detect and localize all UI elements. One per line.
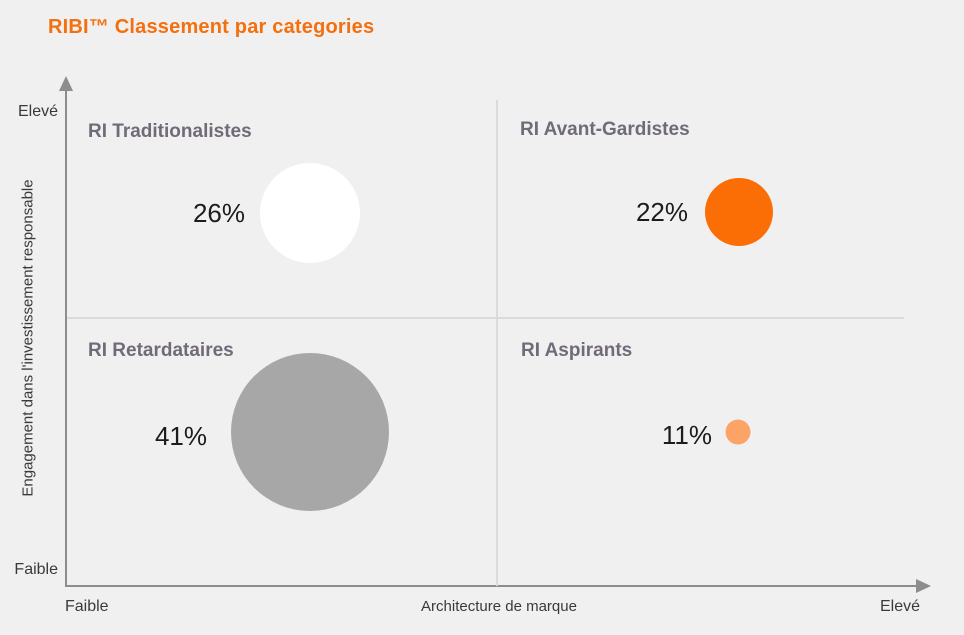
quadrant-label-aspirants: RI Aspirants [521,340,633,361]
chart-title: RIBI™ Classement par categories [48,16,375,38]
x-axis-high-label: Elevé [879,598,920,615]
quadrant-label-retardataires: RI Retardataires [88,340,234,361]
value-label-traditionalistes: 26% [192,198,245,228]
bubble-avant-gardistes [705,178,773,246]
value-label-avant-gardistes: 22% [635,197,688,227]
quadrant-label-avant-gardistes: RI Avant-Gardistes [520,119,690,140]
y-axis-high-label: Elevé [17,103,58,120]
y-axis-arrow-up-icon [59,76,73,91]
x-axis-line [65,585,918,587]
bubble-retardataires [231,353,389,511]
y-axis-title: Engagement dans l'investissement respons… [19,179,37,497]
quadrant-divider-vertical [496,100,498,586]
quadrant-label-traditionalistes: RI Traditionalistes [88,121,252,142]
bubble-traditionalistes [260,163,360,263]
y-axis-line [65,90,67,587]
x-axis-title: Architecture de marque [421,598,577,615]
value-label-retardataires: 41% [154,421,207,451]
y-axis-low-label: Faible [14,561,58,578]
quadrant-divider-horizontal [67,317,904,319]
x-axis-arrow-right-icon [916,579,931,593]
bubble-aspirants [725,419,751,445]
value-label-aspirants: 11% [661,420,712,450]
x-axis-low-label: Faible [65,598,109,615]
